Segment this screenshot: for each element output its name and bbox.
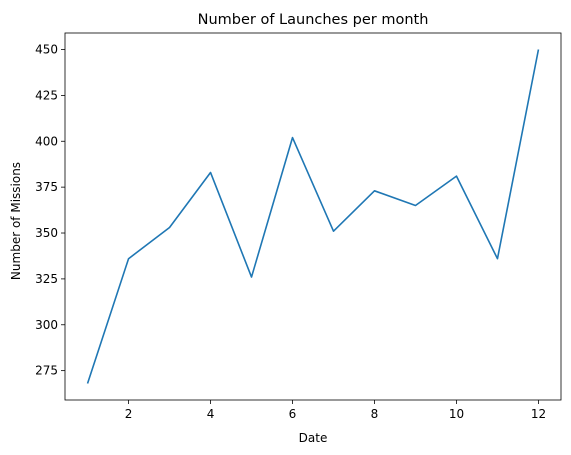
y-tick-label: 325 bbox=[35, 272, 58, 286]
y-tick-label: 300 bbox=[35, 318, 58, 332]
y-tick-label: 400 bbox=[35, 134, 58, 148]
y-tick-label: 425 bbox=[35, 88, 58, 102]
y-tick-label: 350 bbox=[35, 226, 58, 240]
y-axis-label: Number of Missions bbox=[9, 162, 23, 280]
x-tick-label: 10 bbox=[449, 407, 464, 421]
x-tick-label: 4 bbox=[207, 407, 215, 421]
y-tick-label: 450 bbox=[35, 43, 58, 57]
x-tick-label: 12 bbox=[531, 407, 546, 421]
chart-title: Number of Launches per month bbox=[198, 12, 429, 28]
x-tick-label: 8 bbox=[371, 407, 379, 421]
plot-frame bbox=[64, 32, 562, 401]
y-tick-label: 275 bbox=[35, 364, 58, 378]
plot-area: 2 4 6 8 10 12 275 300 325 350 375 400 425 450 bbox=[35, 32, 562, 421]
x-tick-label: 6 bbox=[289, 407, 297, 421]
x-axis-label: Date bbox=[299, 431, 328, 445]
y-tick-label: 375 bbox=[35, 180, 58, 194]
x-tick-label: 2 bbox=[125, 407, 133, 421]
series-line bbox=[86, 49, 540, 384]
